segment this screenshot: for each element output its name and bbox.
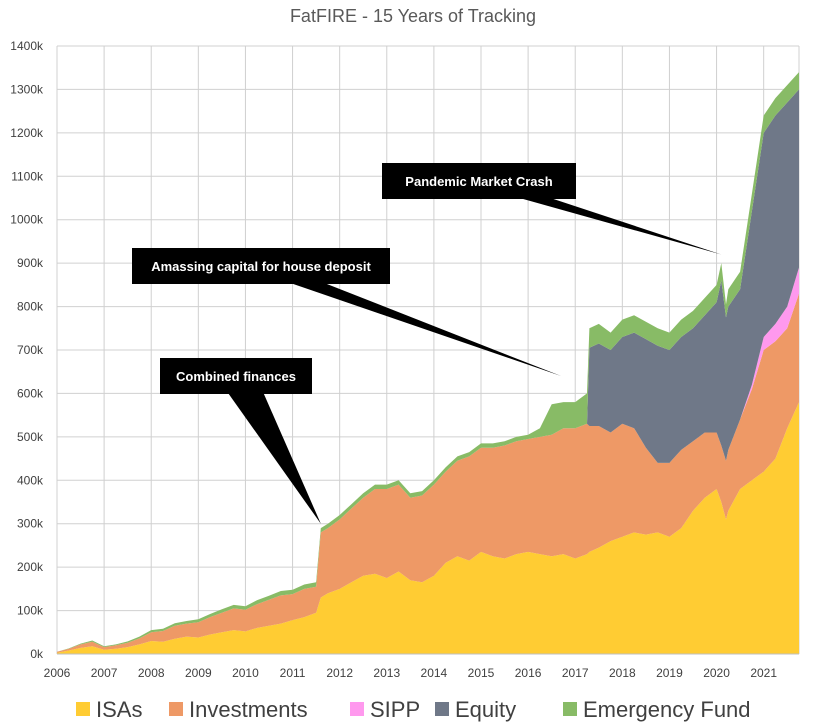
annotation-box [132,248,390,284]
y-tick-label: 0k [30,647,44,661]
chart-title: FatFIRE - 15 Years of Tracking [290,6,536,26]
y-tick-label: 500k [17,430,44,444]
legend-swatch [76,702,90,716]
x-tick-label: 2007 [91,666,118,680]
legend-item-isas: ISAs [76,697,142,722]
annotation-text: Amassing capital for house deposit [151,259,371,274]
y-tick-label: 600k [17,386,44,400]
annotation-box [160,358,312,394]
legend-item-emergency-fund: Emergency Fund [563,697,751,722]
annotation-box [382,163,576,199]
y-tick-label: 1100k [11,169,44,183]
y-tick-label: 800k [17,300,44,314]
x-tick-label: 2016 [515,666,542,680]
x-tick-label: 2009 [185,666,212,680]
x-tick-label: 2013 [373,666,400,680]
x-tick-label: 2011 [280,666,306,680]
series-area-equity [57,89,799,652]
annotation-text: Combined finances [176,369,296,384]
y-tick-label: 1200k [10,126,44,140]
legend-swatch [563,702,577,716]
x-tick-label: 2006 [44,666,71,680]
legend-item-sipp: SIPP [350,697,420,722]
annotation-pointer [241,266,562,377]
x-tick-label: 2021 [750,666,777,680]
y-tick-label: 1400k [10,39,44,53]
legend-item-equity: Equity [435,697,516,722]
legend-swatch [350,702,364,716]
series-area-investments [57,293,799,653]
y-tick-label: 200k [17,560,44,574]
x-tick-label: 2008 [138,666,165,680]
legend-label: Investments [189,697,308,722]
legend-label: SIPP [370,697,420,722]
series-area-isas [57,402,799,654]
y-tick-label: 700k [17,343,44,357]
annotations: Combined finances Amassing capital for ho… [132,163,722,524]
annotation-callout: Amassing capital for house deposit [132,248,562,377]
x-tick-label: 2014 [421,666,448,680]
legend-item-investments: Investments [169,697,308,722]
x-tick-label: 2017 [562,666,589,680]
legend-label: Equity [455,697,516,722]
x-tick-label: 2020 [703,666,730,680]
x-tick-label: 2012 [326,666,353,680]
legend-swatch [169,702,183,716]
axes: 0k 100k 200k 300k 400k 500k 600k 700k 800k 900k 10… [10,39,799,680]
y-tick-label: 1000k [10,213,44,227]
y-tick-label: 400k [17,473,44,487]
annotation-pointer [459,181,722,255]
x-tick-label: 2019 [656,666,683,680]
y-tick-label: 100k [17,604,44,618]
x-tick-label: 2010 [232,666,259,680]
y-tick-label: 900k [17,256,44,270]
legend-label: Emergency Fund [583,697,751,722]
x-tick-label: 2018 [609,666,636,680]
legend: ISAs Investments SIPP Equity Emergency Fund [76,697,751,722]
annotation-callout: Pandemic Market Crash [382,163,722,255]
plot-areas [57,72,799,654]
y-tick-label: 1300k [10,82,44,96]
y-tick-label: 300k [17,517,44,531]
annotation-callout: Combined finances [160,358,321,524]
legend-label: ISAs [96,697,142,722]
annotation-pointer [216,376,321,524]
legend-swatch [435,702,449,716]
x-tick-label: 2015 [468,666,495,680]
annotation-text: Pandemic Market Crash [405,174,552,189]
